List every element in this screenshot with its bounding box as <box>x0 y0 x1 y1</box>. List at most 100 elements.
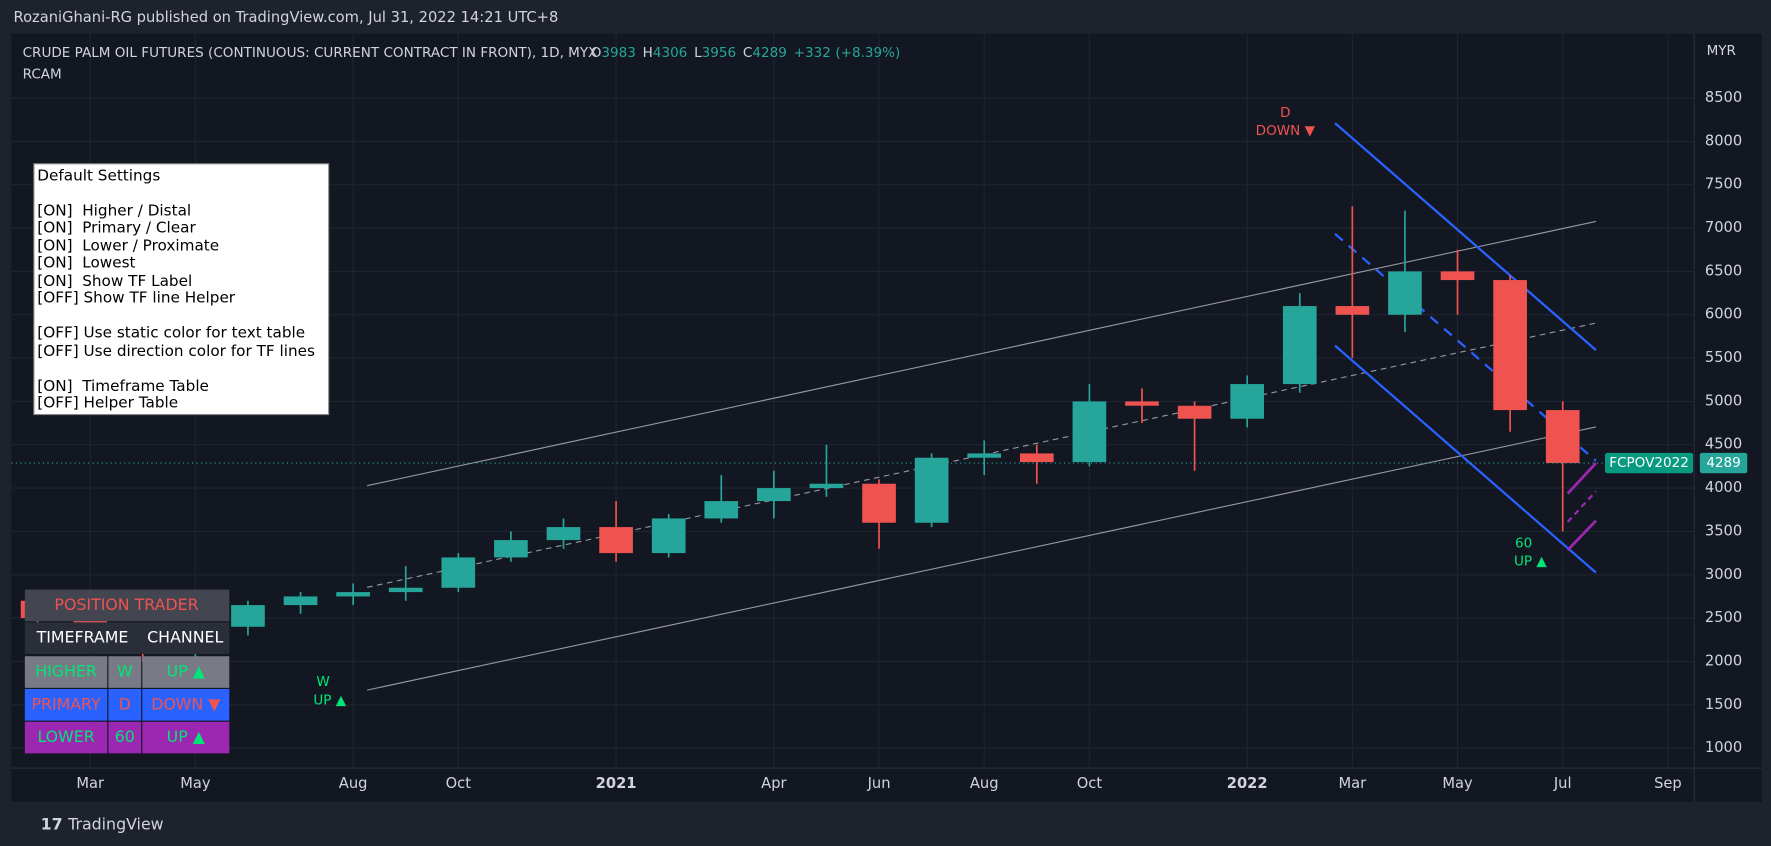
last-price-tag-bg <box>1699 452 1748 474</box>
candle-body <box>757 488 791 502</box>
candle-body <box>441 557 476 588</box>
table-cell-bg <box>24 656 108 688</box>
table-cell: PRIMARY <box>31 694 101 713</box>
settings-line: [OFF] Use static color for text table <box>37 324 305 342</box>
settings-line: [ON] Lower / Proximate <box>37 237 219 255</box>
settings-line: [OFF] Show TF line Helper <box>37 289 236 307</box>
position-table: POSITION TRADER TIMEFRAME CHANNEL HIGHER W UP… <box>24 589 230 754</box>
legend-value: 4306 <box>653 45 687 61</box>
chart-title: CRUDE PALM OIL FUTURES (CONTINUOUS: CURR… <box>23 45 598 61</box>
candle-body <box>1545 410 1580 464</box>
candle-body <box>914 457 949 523</box>
legend-value: 3956 <box>702 45 736 61</box>
table-cell: D <box>119 694 131 713</box>
table-title: POSITION TRADER <box>54 595 198 614</box>
x-tick-label: Oct <box>1077 775 1103 792</box>
x-tick-label: Jul <box>1553 775 1572 792</box>
x-tick-label: Mar <box>76 775 105 792</box>
annotation-tf: D <box>1280 105 1290 121</box>
annotation-direction: UP ▲ <box>313 692 346 708</box>
candle-body <box>651 518 686 554</box>
x-tick-label: Mar <box>1339 775 1368 792</box>
candle-body <box>388 587 423 593</box>
y-tick-label: 6500 <box>1705 262 1742 279</box>
candle-body <box>336 592 370 597</box>
candle-body <box>1282 306 1317 385</box>
annotation-tf: 60 <box>1515 535 1532 551</box>
x-tick-label: 2021 <box>596 775 637 792</box>
x-tick-label: 2022 <box>1227 775 1268 792</box>
y-tick-label: 5000 <box>1705 392 1742 409</box>
settings-panel <box>33 163 330 416</box>
y-tick-label: 6000 <box>1705 306 1742 323</box>
table-cell-bg <box>142 688 230 721</box>
currency: MYR <box>1707 43 1737 59</box>
channel-line <box>366 220 1597 487</box>
legend-change-pct: (+8.39%) <box>835 45 900 61</box>
candle-body <box>967 453 1002 458</box>
settings-line: [ON] Show TF Label <box>37 272 192 290</box>
candle-body <box>1440 271 1475 281</box>
channel-mid <box>366 322 1597 588</box>
table-cell-bg <box>108 688 142 721</box>
y-tick-label: 4500 <box>1705 436 1742 453</box>
last-price-tag: 4289 <box>1706 455 1740 471</box>
x-tick-label: Aug <box>339 775 368 792</box>
channel-line <box>1334 122 1597 352</box>
candle-body <box>1493 280 1527 411</box>
channels <box>366 122 1597 691</box>
table-cell: LOWER <box>37 727 94 746</box>
symbol-tag-bg <box>1604 452 1694 474</box>
channel-line <box>1334 344 1597 574</box>
y-tick-label: 4000 <box>1705 479 1742 496</box>
x-tick-label: Jun <box>867 775 891 792</box>
y-tick-label: 8500 <box>1705 89 1742 106</box>
table-cell: HIGHER <box>35 662 97 681</box>
candle-body <box>809 483 844 489</box>
candle-body <box>231 605 265 627</box>
table-cell: UP ▲ <box>167 662 206 681</box>
candle-body <box>599 527 633 554</box>
candle-body <box>1072 401 1107 463</box>
legend-value: 4289 <box>752 45 786 61</box>
table-cell-bg <box>142 656 230 688</box>
candle-body <box>1335 306 1370 315</box>
y-tick-label: 1000 <box>1705 739 1742 756</box>
ohlc-legend: O3983 H4306 L3956 C4289 +332 (+8.39%) <box>591 45 901 61</box>
table-cell-bg <box>108 721 142 754</box>
y-tick-label: 3000 <box>1705 566 1742 583</box>
legend-key: C <box>743 45 752 61</box>
annotation-direction: UP ▲ <box>1514 553 1547 569</box>
publish-header: RozaniGhani-RG published on TradingView.… <box>14 9 559 26</box>
settings-line: [ON] Timeframe Table <box>37 377 209 395</box>
settings-line: [ON] Primary / Clear <box>37 219 196 237</box>
y-tick-label: 1500 <box>1705 696 1742 713</box>
y-tick-label: 5500 <box>1705 349 1742 366</box>
legend-key: L <box>694 45 702 61</box>
table-title-bg <box>24 589 230 622</box>
table-cell: W <box>117 662 133 681</box>
table-header: TIMEFRAME <box>36 628 129 647</box>
table-cell-bg <box>24 688 108 721</box>
candle-body <box>704 501 739 519</box>
indicator-name: RCAM <box>23 67 62 83</box>
legend-value: 3983 <box>601 45 635 61</box>
chart-pane <box>11 33 1762 802</box>
candle-body <box>1019 453 1054 463</box>
y-tick-label: 3500 <box>1705 522 1742 539</box>
channel-line <box>1566 462 1597 495</box>
y-tick-label: 2500 <box>1705 609 1742 626</box>
settings-line: Default Settings <box>37 167 160 185</box>
table-header-bg <box>24 622 230 654</box>
candle-body <box>283 596 318 606</box>
annotation-tf: W <box>316 674 329 690</box>
table-cell-bg <box>142 721 230 754</box>
y-tick-label: 2000 <box>1705 652 1742 669</box>
y-tick-label: 7000 <box>1705 219 1742 236</box>
settings-line: [ON] Higher / Distal <box>37 202 191 220</box>
candle-body <box>546 527 581 541</box>
candle-body <box>1230 384 1265 419</box>
labels: CRUDE PALM OIL FUTURES (CONTINUOUS: CURR… <box>23 43 1737 708</box>
y-tick-label: 7500 <box>1705 176 1742 193</box>
